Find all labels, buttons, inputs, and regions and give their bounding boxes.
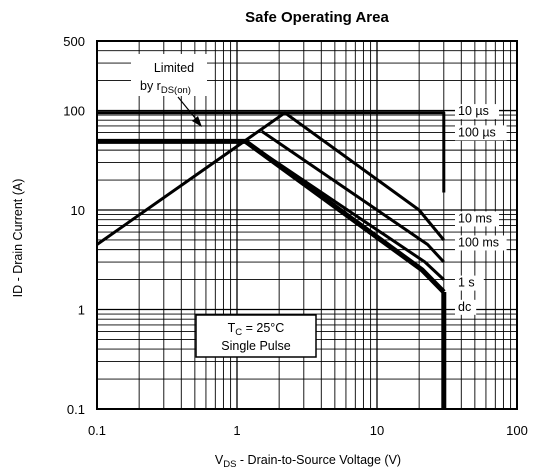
grid (97, 41, 517, 409)
y-tick-label: 0.1 (67, 402, 85, 417)
series-line-1 (96, 111, 445, 246)
series-label-background (455, 275, 484, 291)
conditions-line1-symbol: T (228, 321, 236, 335)
series-label: dc (458, 300, 471, 314)
conditions-line2: Single Pulse (221, 339, 291, 353)
series-line-2 (260, 129, 445, 264)
limited-annotation-background (131, 54, 207, 96)
series-line-3 (244, 140, 445, 281)
series-label-background (455, 299, 477, 315)
x-axis-label: VDS - Drain-to-Source Voltage (V) (215, 453, 401, 470)
series-label-background (455, 104, 499, 120)
limited-line2: by rDS(on) (140, 79, 191, 96)
limited-annotation: Limited by rDS(on) (131, 54, 207, 127)
y-tick-label: 1 (78, 303, 85, 318)
series-label: 100 ms (458, 235, 499, 249)
conditions-line1: TC = 25°C (228, 321, 285, 338)
y-tick-label: 500 (63, 34, 85, 49)
chart-title: Safe Operating Area (245, 9, 389, 26)
x-tick-labels: 0.1 1 10 100 (88, 423, 528, 438)
y-axis-label: ID - Drain Current (A) (11, 179, 25, 298)
series-label-background (455, 125, 507, 141)
x-axis-label-symbol: V (215, 453, 224, 467)
x-axis-label-text: - Drain-to-Source Voltage (V) (236, 453, 401, 467)
series-label: 1 s (458, 276, 475, 290)
x-tick-label: 1 (233, 423, 240, 438)
conditions-line1-rest: = 25°C (242, 321, 284, 335)
series-label: 100 µs (458, 125, 496, 139)
series-line-4 (97, 138, 446, 294)
series-label: 10 ms (458, 211, 492, 225)
series-line-0 (97, 111, 446, 193)
limited-line1: Limited (154, 61, 194, 75)
limited-line2-prefix: by r (140, 79, 161, 93)
x-tick-label: 0.1 (88, 423, 106, 438)
limited-arrow-head (192, 116, 202, 127)
y-tick-label: 10 (71, 203, 85, 218)
series-group (96, 111, 447, 409)
x-axis-label-sub: DS (223, 459, 236, 470)
series-labels: 10 µs 100 µs 10 ms 100 ms 1 s dc (455, 104, 507, 315)
limited-line2-sub: DS(on) (161, 85, 191, 96)
y-tick-labels: 0.1 1 10 100 500 (63, 34, 85, 417)
series-label-background (455, 211, 499, 227)
conditions-line1-sub: C (235, 327, 242, 338)
y-tick-label: 100 (63, 104, 85, 119)
x-tick-label: 10 (370, 423, 384, 438)
conditions-box (195, 314, 317, 358)
series-label: 10 µs (458, 104, 489, 118)
plot-frame (96, 40, 518, 410)
x-tick-label: 100 (506, 423, 528, 438)
series-label-background (455, 235, 507, 251)
conditions-annotation: TC = 25°C Single Pulse (195, 314, 317, 358)
